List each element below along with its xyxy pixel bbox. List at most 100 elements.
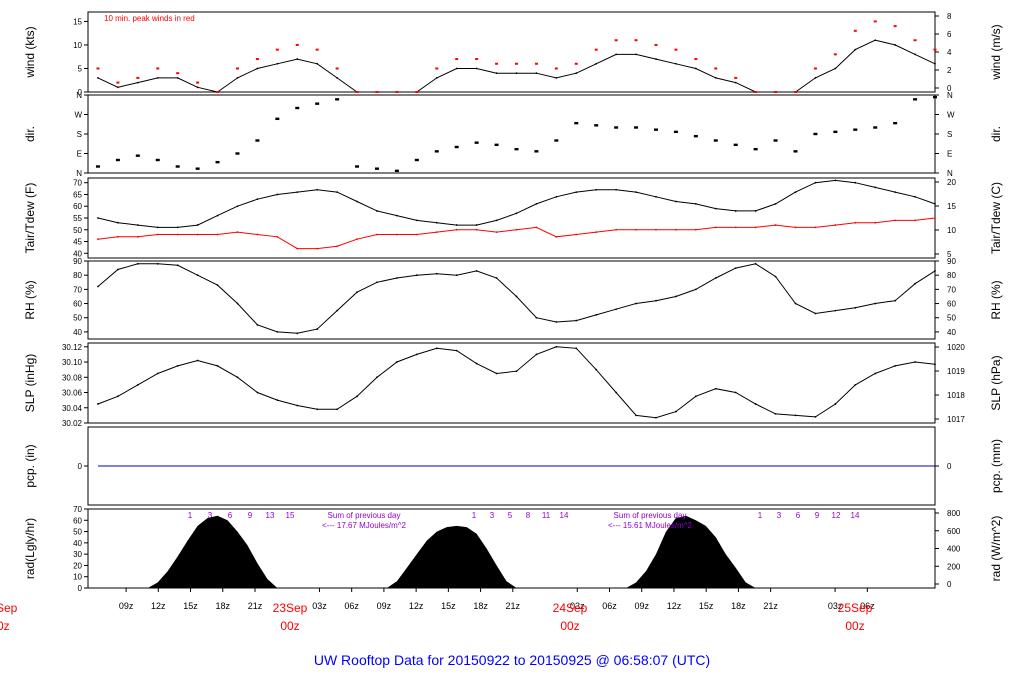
y-tick-label: 40 [73, 539, 82, 548]
day-time-label: 00z [845, 619, 864, 633]
gust-mark [694, 58, 698, 61]
data-point [914, 53, 916, 56]
data-point [694, 288, 697, 291]
y-axis-label-right: pcp. (mm) [989, 439, 1003, 493]
data-point [376, 210, 378, 212]
data-point [595, 188, 598, 191]
panel-rad: 0 10 20 30 40 50 60 70 0 200 400 600 800 rad(Lgly/hr)… [23, 505, 1003, 593]
direction-point [115, 158, 120, 162]
data-point [814, 76, 817, 79]
data-point [455, 349, 458, 352]
data-point [495, 231, 498, 234]
gust-mark [534, 62, 538, 65]
data-point [296, 247, 299, 250]
gust-mark [196, 81, 200, 84]
data-point [236, 76, 239, 79]
x-tick-label: 18z [216, 601, 231, 611]
data-point [515, 72, 518, 75]
y-right-tick-label: 80 [947, 271, 956, 280]
gust-mark [156, 67, 160, 70]
panel-rh: 40 50 60 70 80 90 40 50 60 70 80 90 RH (%) RH (%) [23, 257, 1003, 340]
x-axis: 09z 12z 15z 18z 21z 03z 06z 09z 12z 15z 18z 21z 03z 0… [0, 588, 875, 633]
x-tick-label: 12z [667, 601, 682, 611]
data-point [296, 404, 299, 407]
direction-point [514, 147, 519, 151]
data-point [635, 302, 637, 305]
y-right-tick-label: 600 [947, 527, 961, 536]
data-point [934, 202, 936, 205]
x-tick-label: 21z [506, 601, 521, 611]
data-point [754, 210, 757, 212]
data-point [296, 58, 299, 60]
data-point [376, 376, 378, 379]
data-point [256, 323, 259, 326]
data-point [575, 347, 578, 350]
data-point [894, 364, 897, 367]
data-point [635, 191, 637, 194]
y-right-tick-label: N [947, 169, 953, 178]
data-point [714, 207, 717, 210]
y-tick-label: 60 [73, 516, 82, 525]
series-line [97, 263, 936, 334]
data-point [455, 224, 458, 226]
gust-mark [495, 62, 499, 65]
data-point [136, 235, 139, 238]
direction-point [733, 143, 738, 147]
data-point [675, 410, 677, 413]
gust-mark [574, 62, 578, 65]
data-point [874, 302, 877, 305]
direction-point [594, 124, 599, 127]
data-point [196, 274, 199, 277]
data-point [555, 195, 558, 198]
data-point [675, 200, 677, 203]
rad-hour-label: 11 [542, 511, 551, 520]
direction-point [215, 160, 220, 164]
rad-hour-label: 12 [832, 511, 841, 520]
data-point [495, 372, 498, 375]
y-right-tick-label: 15 [947, 202, 956, 211]
data-point [874, 39, 877, 42]
direction-point [95, 165, 100, 168]
direction-point [175, 165, 180, 168]
x-tick-label: 06z [344, 601, 359, 611]
data-point [854, 384, 857, 386]
y-tick-label: N [76, 169, 82, 178]
gust-mark [654, 43, 658, 46]
data-point [515, 228, 518, 231]
data-point [794, 226, 797, 229]
panel-frame [87, 94, 936, 174]
x-tick-label: 09z [634, 601, 649, 611]
data-point [236, 302, 239, 305]
data-point [415, 274, 418, 277]
gust-mark [435, 67, 439, 70]
rad-sum-label: Sum of previous day [328, 511, 401, 520]
rad-hour-label: 9 [815, 511, 820, 520]
direction-point [295, 106, 300, 110]
y-right-tick-label: 400 [947, 545, 961, 554]
x-tick-label: 09z [377, 601, 392, 611]
data-point [276, 193, 279, 196]
direction-point [833, 130, 838, 134]
y-axis-label: rad(Lgly/hr) [23, 518, 37, 579]
data-point [675, 295, 677, 298]
rad-hour-label: 1 [758, 511, 763, 520]
direction-point [195, 167, 200, 170]
x-tick-label: 12z [409, 601, 424, 611]
data-point [694, 67, 697, 70]
direction-point [275, 117, 280, 121]
data-point [435, 76, 438, 79]
direction-point [693, 134, 698, 138]
data-point [595, 313, 598, 316]
data-point [834, 309, 837, 312]
x-tick-label: 21z [763, 601, 778, 611]
panel-slp: 30.02 30.04 30.06 30.08 30.10 30.12 1017 1018 10… [23, 342, 1003, 428]
x-tick-label: 03z [570, 601, 585, 611]
data-point [934, 270, 936, 272]
data-point [874, 186, 877, 189]
data-point [774, 202, 777, 205]
data-point [555, 235, 558, 238]
wind-annotation: 10 min. peak winds in red [104, 14, 195, 23]
data-point [595, 62, 598, 65]
rad-hour-label: 5 [508, 511, 513, 520]
y-axis-label: RH (%) [23, 280, 37, 319]
